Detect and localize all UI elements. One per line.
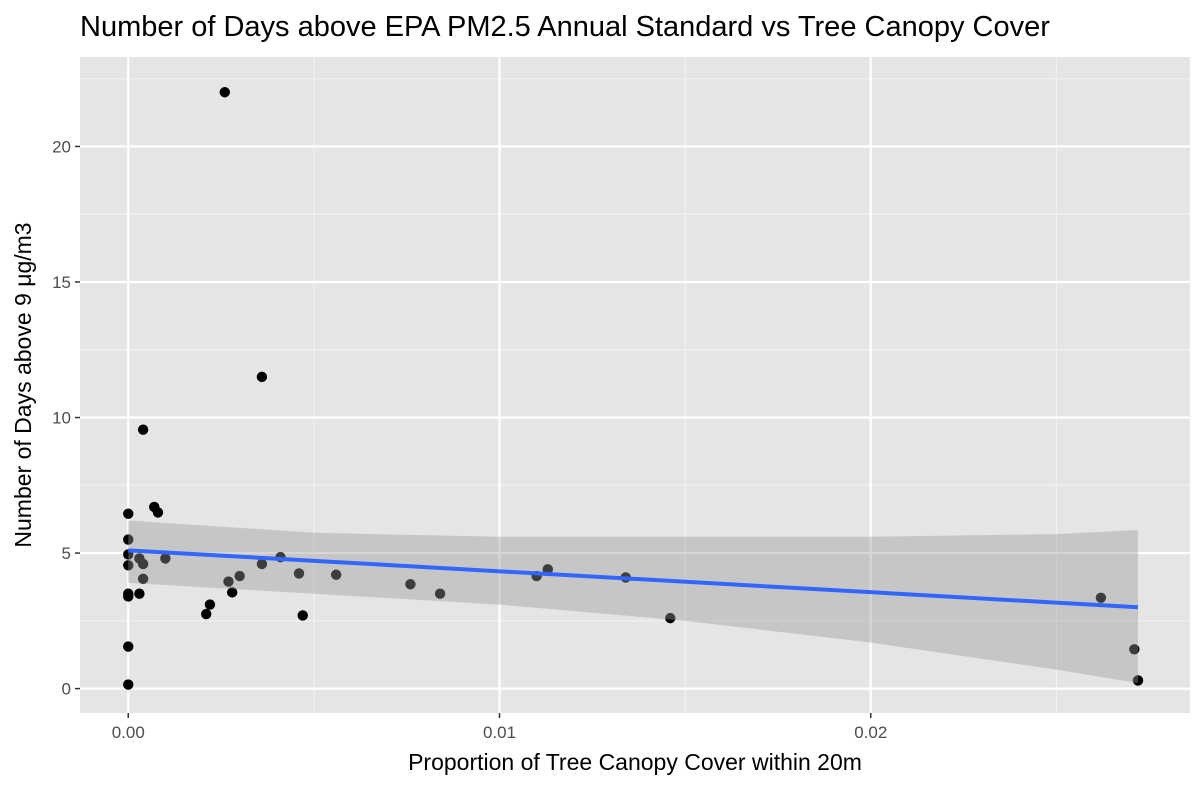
data-point — [204, 599, 216, 610]
data-point — [219, 87, 230, 98]
points-layer — [123, 87, 1144, 690]
data-point — [330, 569, 342, 580]
x-axis: 0.00 0.01 0.02 — [112, 713, 887, 742]
data-point — [227, 587, 238, 598]
data-point — [152, 507, 164, 518]
data-point — [234, 570, 245, 582]
y-axis: 0 5 10 15 20 — [52, 137, 80, 699]
plot-panel — [80, 57, 1190, 713]
data-point — [256, 371, 268, 383]
data-point — [201, 608, 212, 620]
y-tick-label: 0 — [62, 680, 71, 699]
data-point — [1129, 644, 1140, 655]
minor-grid — [80, 57, 1190, 713]
data-point — [1095, 592, 1107, 603]
x-axis-title: Proportion of Tree Canopy Cover within 2… — [408, 749, 862, 775]
x-tick-label: 0.00 — [112, 723, 145, 742]
data-point — [123, 679, 134, 690]
chart-title: Number of Days above EPA PM2.5 Annual St… — [80, 11, 1050, 43]
confidence-band-layer — [128, 520, 1139, 684]
y-tick-label: 20 — [52, 137, 71, 156]
data-point — [123, 508, 134, 519]
data-point — [160, 553, 171, 564]
data-point — [134, 588, 145, 599]
y-tick-label: 5 — [62, 544, 71, 563]
data-point — [223, 576, 234, 587]
data-point — [123, 641, 134, 652]
data-point — [297, 610, 308, 621]
trend-line-layer — [128, 548, 1139, 610]
x-tick-label: 0.02 — [854, 723, 887, 742]
data-point — [137, 573, 149, 585]
data-point — [293, 568, 305, 579]
data-point — [123, 560, 134, 571]
major-grid — [80, 57, 1190, 713]
data-point — [405, 579, 416, 590]
x-tick-label: 0.01 — [483, 723, 516, 742]
data-point — [123, 591, 134, 602]
data-point — [137, 558, 149, 570]
trend-line — [128, 548, 1139, 610]
data-point — [137, 424, 149, 435]
data-point — [256, 558, 268, 570]
y-tick-label: 10 — [52, 409, 71, 428]
confidence-band — [128, 520, 1139, 684]
data-point — [665, 612, 676, 624]
y-axis-title: Number of Days above 9 μg/m3 — [10, 222, 36, 547]
data-point — [434, 588, 446, 599]
data-point — [123, 534, 134, 545]
data-point — [1132, 675, 1144, 686]
y-tick-label: 15 — [52, 273, 71, 292]
